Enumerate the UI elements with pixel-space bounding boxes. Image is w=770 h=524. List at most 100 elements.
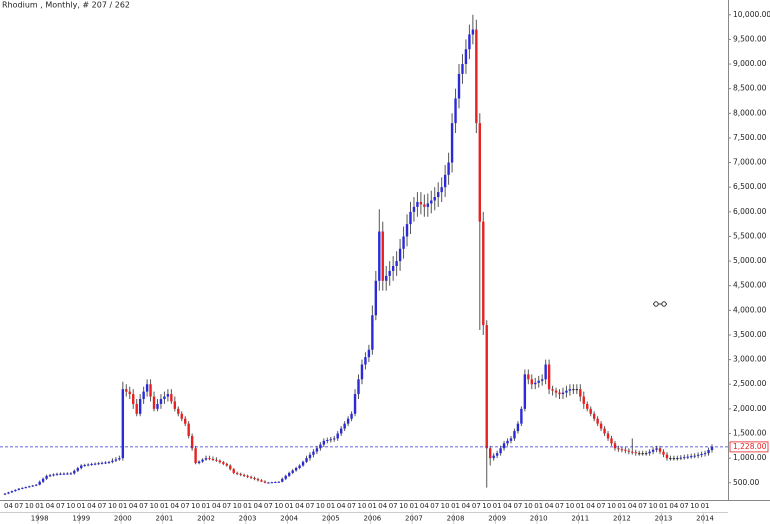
x-tick-label: 04 [337,502,346,510]
candle-body [93,463,97,465]
x-tick-label: 07 [98,502,107,510]
y-tick-label: 2,000.00 [733,404,767,413]
candle-body [357,379,360,395]
year-label: 2002 [197,515,215,523]
candle-body [513,431,516,439]
candle-body [62,473,66,475]
candle-body [686,456,689,458]
candle-body [118,458,121,460]
candle-body [14,489,17,492]
candle-body [468,34,471,50]
candle-body [575,389,579,391]
candle-body [90,464,93,466]
x-tick-label: 10 [482,502,491,510]
candle-body [260,480,263,482]
x-tick-label: 04 [545,502,554,510]
candle-body [73,470,76,474]
candle-body [516,423,520,432]
candle-body [222,462,225,464]
candle-body [277,481,280,483]
candle-body [464,49,468,65]
candle-body [24,487,27,489]
candle-body [180,413,183,419]
candle-body [10,491,14,493]
year-label: 2004 [280,515,298,523]
candle-body [683,457,686,459]
candle-body [471,29,475,35]
candle-body [159,399,163,404]
x-tick-label: 10 [649,502,658,510]
candle-body [433,197,436,201]
candle-body [603,428,606,434]
candle-body [502,443,506,449]
x-tick-label: 10 [524,502,533,510]
candle-body [492,455,495,459]
year-label: 2009 [488,515,506,523]
candle-body [284,475,287,479]
candle-body [249,476,253,478]
candle-body [482,221,485,326]
candle-body [256,479,260,481]
x-tick-label: 07 [347,502,356,510]
x-tick-label: 04 [46,502,55,510]
candle-body [388,270,391,276]
candle-body [537,380,540,383]
x-tick-label: 07 [14,502,23,510]
x-tick-label: 04 [669,502,678,510]
candle-body [305,458,308,462]
x-tick-label: 07 [555,502,564,510]
candle-body [66,473,69,475]
candle-body [638,453,641,455]
y-tick-label: 4,500.00 [733,281,767,290]
year-label: 2013 [655,515,673,523]
candle-body [700,454,703,456]
candle-body [270,482,274,484]
year-label: 2006 [363,515,381,523]
year-label: 2011 [571,515,589,523]
x-tick-label: 10 [316,502,325,510]
last-price-label: 1,228.00 [733,442,767,451]
candle-body [76,468,79,471]
cursor-icon [653,301,667,307]
candle-body [437,192,440,198]
candle-body [350,413,353,419]
candle-body [215,459,218,461]
candle-body [447,162,450,175]
candle-body [100,462,104,464]
candle-body [374,280,378,316]
x-tick-label: 01 [35,502,44,510]
x-tick-label: 04 [212,502,221,510]
candle-body [381,231,384,281]
y-tick-label: 7,500.00 [733,133,767,142]
x-tick-label: 07 [264,502,273,510]
candle-body [703,453,707,455]
year-label: 1998 [31,515,49,523]
x-tick-label: 04 [586,502,595,510]
candle-body [582,396,585,404]
candle-body [676,458,679,460]
candle-body [485,325,488,449]
candle-body [246,475,249,477]
candle-body [242,474,246,476]
candle-body [398,248,402,262]
year-label: 2007 [405,515,423,523]
x-tick-label: 07 [680,502,689,510]
candle-body [104,462,107,464]
candle-body [707,450,710,454]
candle-body [187,423,190,436]
x-tick-label: 10 [25,502,34,510]
candle-body [371,315,374,350]
candle-body [430,200,433,204]
x-tick-label: 04 [420,502,429,510]
x-tick-label: 04 [254,502,263,510]
candle-body [523,374,527,409]
candle-body [41,478,45,482]
x-tick-label: 01 [77,502,86,510]
candle-body [225,463,229,466]
x-tick-label: 04 [503,502,512,510]
candle-body [509,438,513,441]
candle-body [69,473,73,475]
candle-body [204,458,208,460]
candle-body [312,451,315,455]
